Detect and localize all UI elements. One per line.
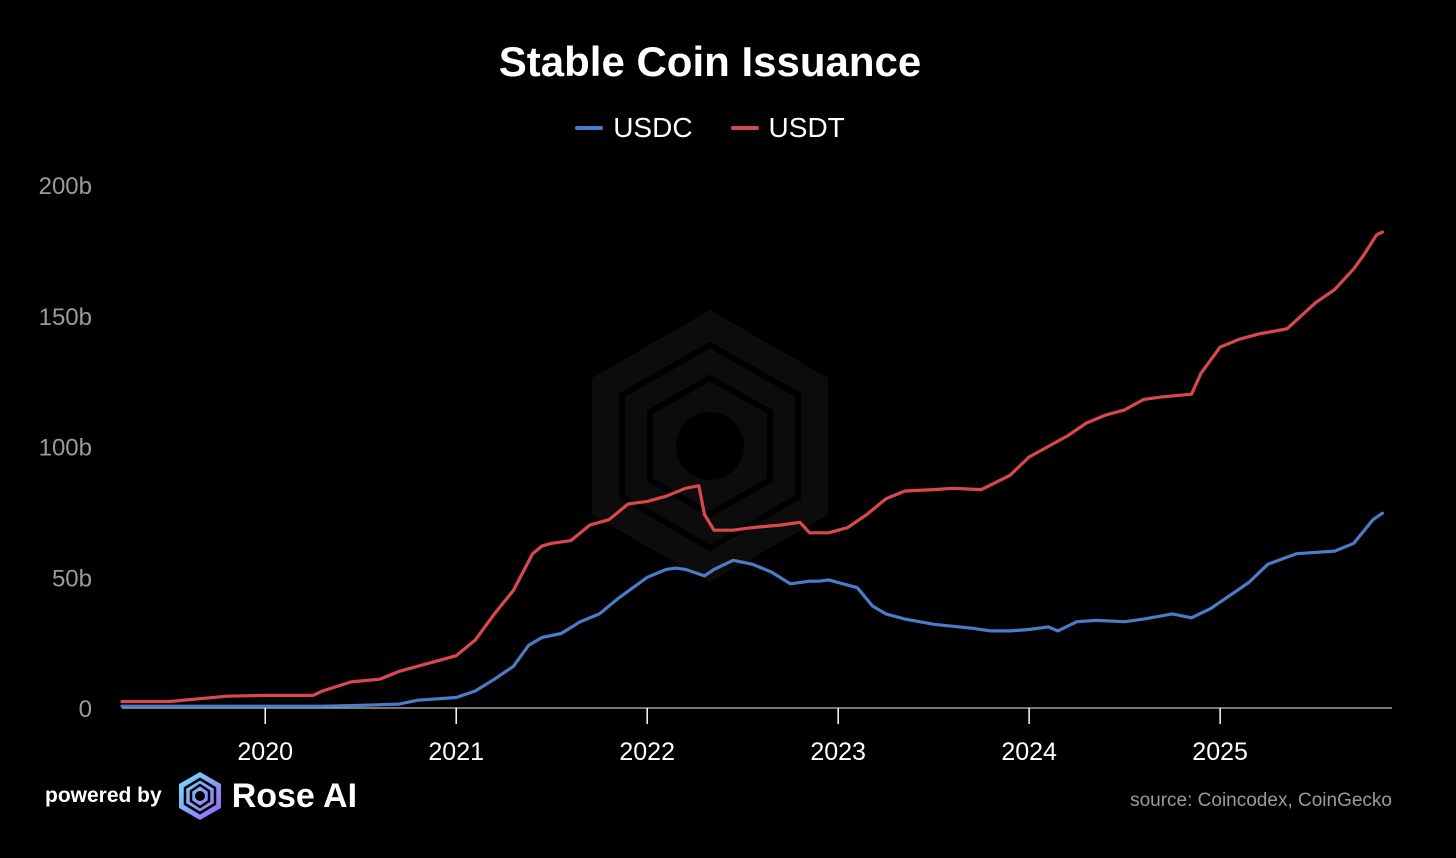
rose-ai-logo-icon[interactable] [176, 770, 224, 822]
brand-name[interactable]: Rose AI [231, 776, 358, 815]
legend-item-usdc[interactable]: USDC [575, 112, 693, 144]
watermark-logo-icon [592, 310, 828, 582]
y-tick-label: 200b [39, 173, 92, 200]
y-tick-label: 100b [39, 435, 92, 462]
legend-item-usdt[interactable]: USDT [730, 112, 845, 144]
y-tick-label: 150b [39, 304, 92, 331]
chart-legend: USDC USDT [0, 112, 1420, 144]
source-note: source: Coincodex, CoinGecko [1130, 790, 1392, 811]
legend-swatch-usdt [730, 126, 759, 130]
powered-by-label: powered by [45, 784, 162, 807]
x-tick-label: 2020 [237, 738, 293, 766]
legend-swatch-usdc [575, 126, 604, 130]
x-tick-label: 2024 [1001, 738, 1057, 766]
series-line-usdt[interactable] [120, 230, 1385, 704]
legend-label-usdt: USDT [768, 112, 845, 143]
series-line-usdc[interactable] [120, 511, 1385, 708]
y-tick-label: 0 [79, 696, 92, 723]
chart-title: Stable Coin Issuance [498, 38, 922, 85]
x-tick-label: 2022 [619, 738, 675, 766]
x-tick-label: 2023 [810, 738, 866, 766]
y-tick-label: 50b [52, 565, 92, 592]
x-tick-label: 2025 [1192, 738, 1248, 766]
footer-branding: powered by Rose AI [45, 770, 357, 822]
x-tick-label: 2021 [428, 738, 484, 766]
legend-label-usdc: USDC [613, 112, 693, 143]
